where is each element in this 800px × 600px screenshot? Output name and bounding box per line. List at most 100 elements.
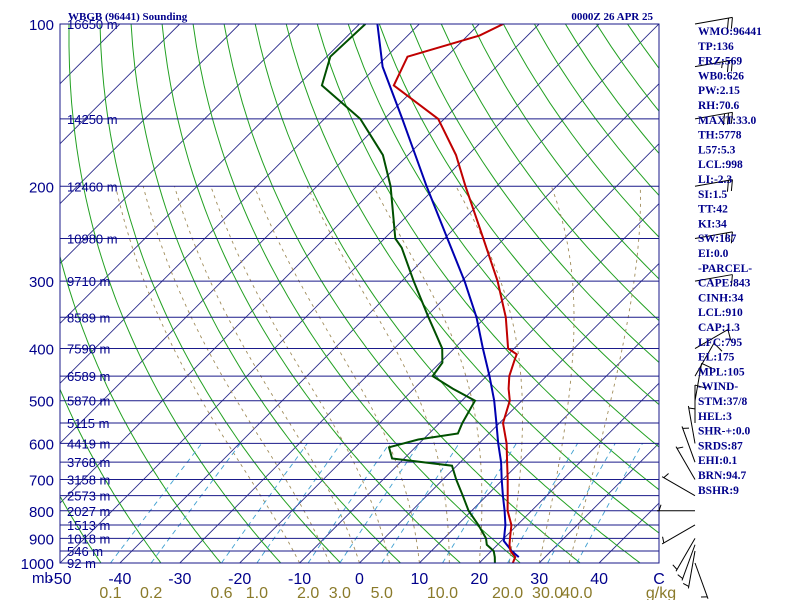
isotherm-line (60, 24, 240, 205)
wind-barb (694, 59, 733, 73)
height-label: 5115 m (67, 416, 109, 431)
height-label: 546 m (67, 544, 103, 559)
sounding-index-label: TP:136 (698, 41, 734, 53)
temperature-trace (392, 24, 518, 563)
pressure-tick-label: 1000 (21, 556, 54, 573)
isotherm-line (299, 202, 659, 563)
height-label: 9710 m (67, 274, 110, 289)
wind-barb (694, 562, 709, 599)
mixing-ratio-tick-label: 1.0 (246, 585, 268, 600)
temperature-tick-label: -20 (228, 571, 251, 588)
moist-adiabat-line (568, 186, 641, 563)
sounding-index-label: SHR-+:0.0 (698, 426, 750, 438)
sounding-index-label: CAP:1.3 (698, 322, 740, 334)
sounding-index-label: SRDS:87 (698, 440, 743, 452)
isotherm-line (60, 24, 480, 444)
isotherm-line (239, 143, 659, 563)
temperature-tick-label: -40 (108, 571, 131, 588)
mixing-ratio-unit-label: g/kg (646, 585, 676, 600)
temperature-unit-label: C (653, 571, 665, 588)
temperature-tick-label: 10 (411, 571, 429, 588)
isotherm-line (179, 83, 659, 563)
pressure-tick-label: 600 (29, 436, 54, 453)
sounding-index-label: EHI:0.1 (698, 455, 738, 467)
isotherm-line (60, 24, 420, 384)
moist-adiabat-line (253, 186, 420, 563)
mixing-ratio-tick-label: 0.6 (210, 585, 232, 600)
height-label: 1018 m (67, 531, 110, 546)
sounding-index-label: HEL:3 (698, 411, 732, 423)
temperature-tick-label: -50 (48, 571, 71, 588)
background-grid (60, 24, 800, 563)
pressure-tick-label: 200 (29, 179, 54, 196)
sounding-index-label: FRZ:569 (698, 56, 742, 68)
height-label: 5870 m (67, 394, 110, 409)
dry-adiabat-line (752, 24, 800, 563)
mixing-ratio-tick-label: 3.0 (329, 585, 351, 600)
isotherm-line (359, 262, 659, 563)
mixing-ratio-line (110, 443, 203, 563)
mixing-ratio-line (256, 443, 342, 563)
sounding-index-label: KI:34 (698, 218, 727, 230)
sounding-index-label: WB0:626 (698, 70, 744, 82)
temperature-tick-label: 0 (355, 571, 364, 588)
height-label: 7590 m (67, 342, 110, 357)
isotherm-line (419, 322, 659, 563)
sounding-index-label: TT:42 (698, 204, 728, 216)
height-label: 2573 m (67, 489, 110, 504)
sounding-index-label: BRN:94.7 (698, 470, 746, 482)
temperature-tick-label: 20 (470, 571, 488, 588)
dry-adiabat-line (99, 24, 341, 563)
mixing-ratio-tick-label: 2.0 (297, 585, 319, 600)
height-label: 14250 m (67, 112, 118, 127)
wind-barb (694, 384, 707, 424)
height-label: 12460 m (67, 179, 118, 194)
sounding-indices-panel: WMO:96441 TP:136 FRZ:569 WB0:626 PW:2.15 RH:7… (698, 26, 762, 497)
wind-barb (694, 329, 732, 349)
dewpoint-trace (320, 24, 496, 563)
sounding-index-label: LFC:795 (698, 337, 742, 349)
mixing-ratio-line (547, 443, 616, 563)
dry-adiabat-line (254, 24, 641, 563)
dry-adiabat-line (316, 24, 659, 491)
mixing-ratio-line (381, 443, 460, 563)
isotherm-line (60, 24, 300, 265)
sounding-index-label: -WIND- (698, 381, 738, 393)
dry-adiabat-line (60, 254, 222, 563)
pressure-tick-label: 400 (29, 342, 54, 359)
mixing-ratio-line (507, 443, 578, 563)
height-label: 2027 m (67, 504, 110, 519)
pressure-unit-label: mb (32, 570, 53, 587)
sounding-index-label: CINH:34 (698, 292, 744, 304)
wind-barb (694, 231, 733, 244)
mixing-ratio-line (150, 443, 241, 563)
dry-adiabat-line (192, 24, 521, 563)
sounding-index-label: LCL:910 (698, 307, 743, 319)
height-label: 92 m (67, 556, 96, 571)
station-title: WBGB (96441) Sounding (68, 11, 188, 23)
sounding-index-label: SW:187 (698, 233, 737, 245)
wind-barb (694, 342, 723, 377)
isotherm-line (119, 24, 659, 563)
mixing-ratio-tick-label: 40.0 (561, 585, 592, 600)
temperature-tick-label: -10 (288, 571, 311, 588)
pressure-tick-label: 700 (29, 473, 54, 490)
height-label: 10980 m (67, 231, 118, 246)
wind-barb (661, 473, 696, 497)
wind-barb (687, 405, 696, 444)
dry-adiabat-line (533, 24, 659, 197)
isotherm-line (60, 24, 181, 145)
sounding-index-label: WMO:96441 (698, 26, 762, 38)
mixing-ratio-tick-label: 0.2 (140, 585, 162, 600)
mixing-ratio-tick-label: 10.0 (427, 585, 458, 600)
height-label: 1513 m (67, 518, 110, 533)
isotherm-line (478, 382, 659, 563)
wind-barb (661, 524, 696, 545)
wind-barb (694, 362, 713, 401)
sounding-index-label: BSHR:9 (698, 485, 739, 497)
pressure-tick-label: 300 (29, 274, 54, 291)
sounding-index-label: -PARCEL- (698, 263, 752, 275)
wind-barb (672, 538, 696, 572)
moist-adiabat-line (142, 186, 331, 563)
